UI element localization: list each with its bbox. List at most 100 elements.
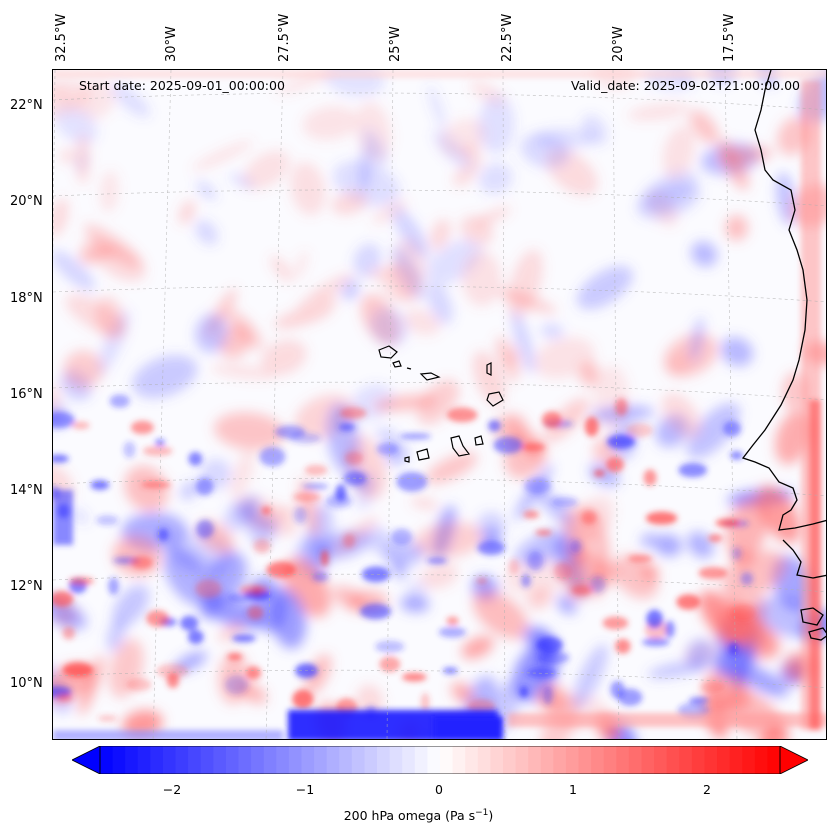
map-panel[interactable] <box>52 69 827 740</box>
omega-blob <box>572 643 608 709</box>
omega-blob <box>316 295 340 308</box>
omega-blob <box>473 206 511 227</box>
omega-blob <box>391 528 413 546</box>
lat-label: 18°N <box>10 291 43 306</box>
lon-label: 30°W <box>164 26 179 62</box>
omega-blob <box>210 363 276 380</box>
omega-blob <box>520 133 571 169</box>
omega-blob <box>664 620 675 638</box>
omega-blob <box>420 563 459 589</box>
colorbar-cell <box>175 746 189 774</box>
colorbar-cell <box>389 746 403 774</box>
omega-blob <box>720 337 754 367</box>
omega-blob <box>373 395 437 411</box>
valid-date-label: Valid_date: 2025-09-02T21:00:00.00 <box>570 78 800 93</box>
omega-blob <box>461 636 494 659</box>
omega-blob <box>678 462 708 478</box>
colorbar-cell <box>314 746 328 774</box>
colorbar-cell <box>591 746 605 774</box>
colorbar-cell <box>225 746 240 774</box>
colorbar-cell <box>729 746 743 774</box>
colorbar-cell <box>339 746 353 774</box>
omega-blob <box>496 288 557 314</box>
omega-blob <box>266 561 296 578</box>
omega-blob <box>627 103 691 121</box>
omega-blob <box>53 590 74 608</box>
omega-blob <box>53 596 87 630</box>
colorbar-cell <box>351 746 366 774</box>
omega-blob <box>553 562 573 581</box>
omega-blob <box>90 480 110 490</box>
colorbar-tick-label: 0 <box>435 782 443 797</box>
omega-blob <box>260 339 307 376</box>
lat-label: 10°N <box>10 676 43 691</box>
omega-blob <box>717 146 773 165</box>
omega-blob <box>654 534 682 557</box>
omega-blob <box>225 675 249 695</box>
omega-blob <box>429 218 451 250</box>
omega-blob <box>142 446 173 456</box>
colorbar-cell <box>515 746 529 774</box>
coastline <box>741 70 826 641</box>
omega-blob <box>53 411 75 429</box>
omega-blob <box>577 266 633 310</box>
colorbar-cell <box>414 746 429 774</box>
omega-blob <box>294 250 308 280</box>
omega-blob <box>270 255 293 283</box>
colorbar-min-arrow <box>72 746 101 774</box>
omega-blob <box>569 539 582 554</box>
omega-blob <box>364 527 395 554</box>
omega-blob <box>535 529 553 536</box>
omega-blob <box>200 594 224 619</box>
omega-blob <box>581 114 608 145</box>
colorbar-cell <box>578 746 592 774</box>
colorbar-cell <box>263 746 277 774</box>
colorbar <box>72 746 808 774</box>
omega-blob <box>698 567 728 580</box>
omega-blob <box>304 654 332 695</box>
lat-label: 22°N <box>10 98 43 113</box>
omega-blob <box>399 433 431 440</box>
omega-blob <box>581 510 597 525</box>
omega-blob <box>571 585 593 596</box>
omega-blob <box>358 145 373 193</box>
omega-blob <box>180 480 200 500</box>
omega-blob <box>253 538 271 554</box>
omega-blob <box>522 443 546 452</box>
omega-blob <box>662 393 701 438</box>
colorbar-cell <box>213 746 227 774</box>
omega-blob <box>478 94 515 154</box>
omega-blob <box>401 672 427 682</box>
omega-blob <box>62 626 76 640</box>
omega-blob <box>226 309 263 350</box>
omega-blob <box>700 680 726 693</box>
omega-blob <box>403 309 441 336</box>
omega-blob <box>259 446 286 467</box>
omega-blob <box>714 643 756 678</box>
omega-blob <box>111 83 151 118</box>
omega-blob <box>427 84 447 131</box>
omega-blob <box>523 510 540 519</box>
omega-blob <box>340 407 367 419</box>
omega-blob <box>342 533 356 549</box>
omega-blob <box>602 616 629 630</box>
omega-blob <box>70 508 90 524</box>
omega-blob <box>452 164 477 187</box>
omega-blob <box>53 250 96 291</box>
omega-blob <box>356 684 384 719</box>
omega-blob <box>96 515 119 526</box>
colorbar-cell <box>301 746 315 774</box>
omega-blob <box>704 669 750 711</box>
omega-blob <box>123 441 136 458</box>
omega-blob <box>731 546 742 560</box>
omega-blob <box>130 420 154 435</box>
colorbar-cell <box>238 746 252 774</box>
omega-blob <box>62 662 94 678</box>
omega-blob <box>726 497 768 561</box>
omega-blob <box>584 416 599 437</box>
omega-blob <box>239 495 262 527</box>
omega-blob <box>383 541 426 567</box>
lon-label: 25°W <box>388 26 403 62</box>
omega-blob <box>362 128 388 167</box>
omega-blob <box>304 464 328 476</box>
